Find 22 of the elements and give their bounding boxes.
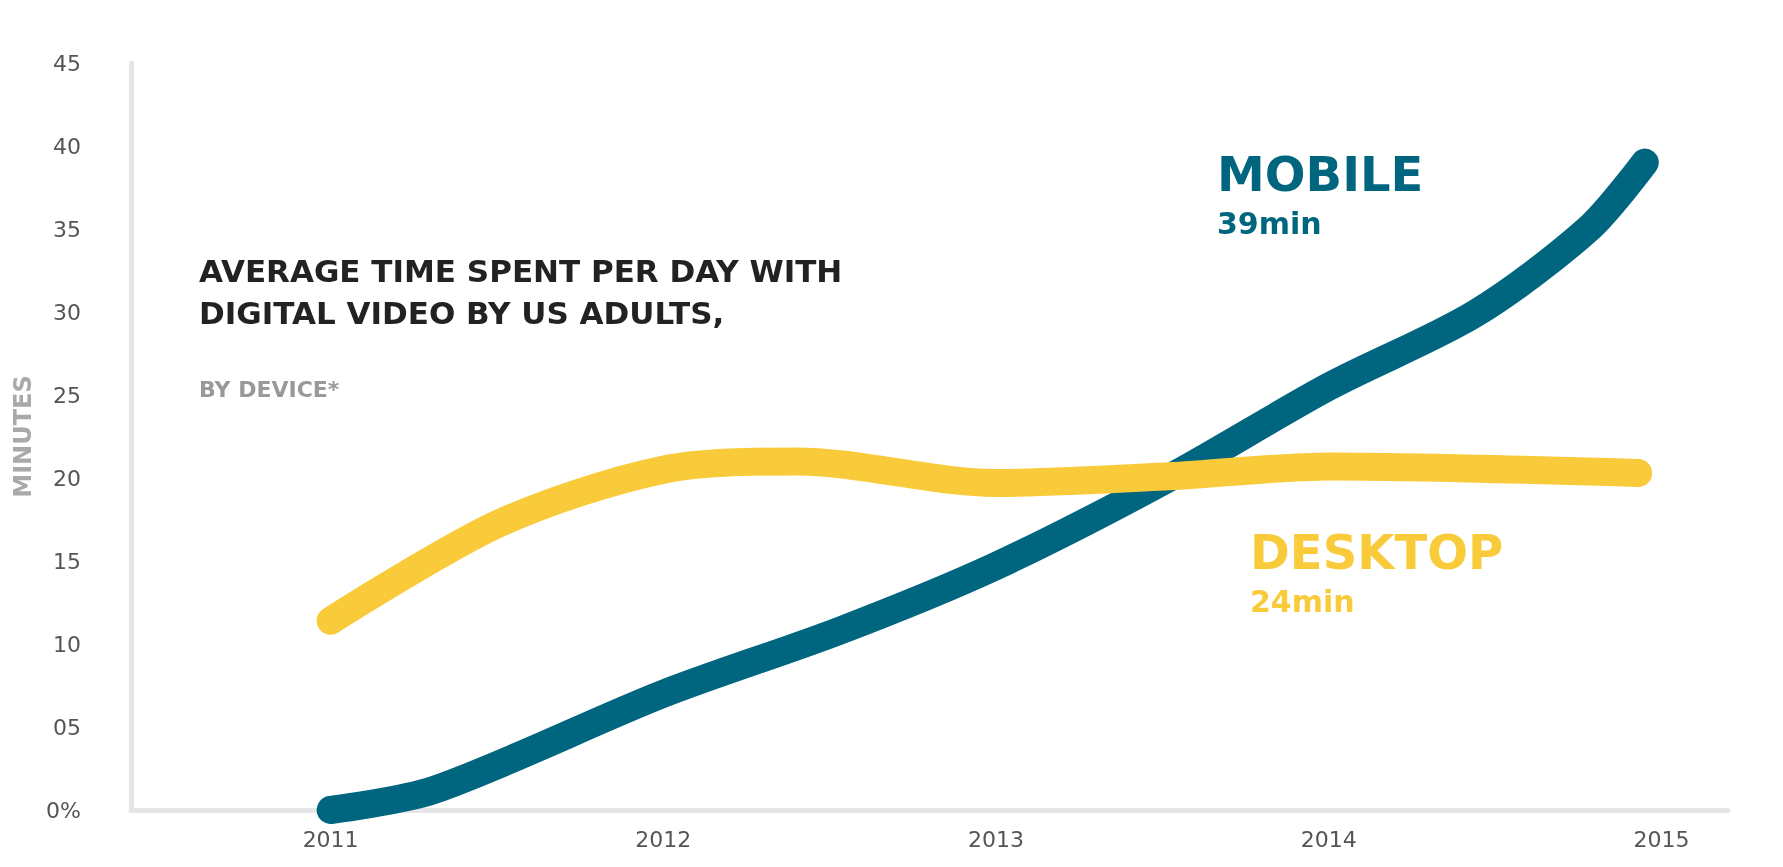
text: AVERAGE TIME SPENT PER DAY WITH DIGITAL VIDEO BY US ADULTS, bbox=[199, 253, 843, 331]
x-tick-label: 2013 bbox=[968, 826, 1025, 852]
x-tick-label: 2011 bbox=[302, 826, 359, 852]
y-tick-label: 10 bbox=[53, 631, 81, 657]
text: BY DEVICE* bbox=[199, 376, 340, 402]
y-tick-label: 40 bbox=[53, 133, 81, 159]
annotation: 39min bbox=[1217, 205, 1322, 241]
text: MOBILE bbox=[1217, 146, 1424, 202]
y-tick-label: 20 bbox=[53, 465, 81, 491]
y-tick-label: 45 bbox=[53, 50, 81, 76]
y-tick-label: 15 bbox=[53, 548, 81, 574]
x-tick-label: 2014 bbox=[1300, 826, 1357, 852]
y-tick-label: 0% bbox=[46, 797, 81, 823]
x-tick-label: 2015 bbox=[1633, 826, 1690, 852]
x-tick-label: 2012 bbox=[635, 826, 692, 852]
y-tick-label: 30 bbox=[53, 299, 81, 325]
y-tick-label: 25 bbox=[53, 382, 81, 408]
y-tick-label: 35 bbox=[53, 216, 81, 242]
series-label: DESKTOP bbox=[1250, 524, 1504, 580]
y-tick-label: 05 bbox=[53, 714, 81, 740]
annotation: 24min bbox=[1250, 583, 1355, 619]
y-axis-title: MINUTES bbox=[9, 375, 38, 498]
